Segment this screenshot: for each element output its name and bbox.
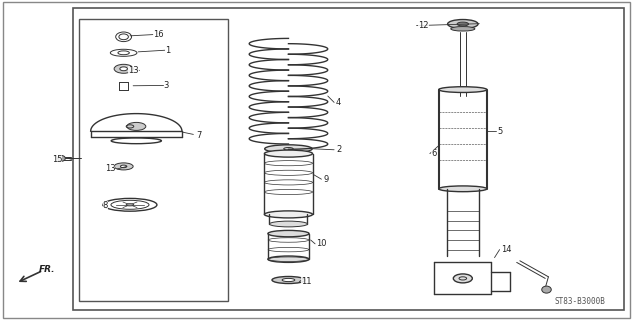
Ellipse shape	[114, 163, 133, 170]
Bar	[73, 8, 624, 310]
Ellipse shape	[268, 230, 309, 237]
Text: 4: 4	[336, 98, 341, 107]
Ellipse shape	[265, 145, 312, 153]
Ellipse shape	[58, 156, 65, 161]
Text: 11: 11	[301, 277, 312, 286]
Bar	[79, 19, 228, 301]
Text: 13: 13	[105, 164, 115, 173]
Text: 15: 15	[52, 155, 63, 164]
Ellipse shape	[264, 150, 313, 157]
Text: 6: 6	[431, 149, 436, 158]
Ellipse shape	[453, 274, 472, 283]
Ellipse shape	[457, 22, 469, 26]
Ellipse shape	[269, 221, 307, 227]
Text: 3: 3	[164, 81, 169, 90]
Text: FR.: FR.	[39, 265, 56, 274]
Ellipse shape	[439, 186, 487, 192]
Text: 9: 9	[323, 175, 328, 184]
Text: 2: 2	[336, 145, 341, 154]
Ellipse shape	[448, 20, 478, 28]
Ellipse shape	[264, 211, 313, 218]
Text: 16: 16	[153, 30, 164, 39]
Ellipse shape	[120, 165, 127, 168]
Ellipse shape	[541, 286, 552, 293]
Ellipse shape	[126, 204, 134, 206]
Ellipse shape	[127, 123, 146, 131]
Text: 12: 12	[418, 21, 429, 30]
Text: 7: 7	[197, 131, 202, 140]
Ellipse shape	[120, 67, 127, 71]
Text: 14: 14	[501, 245, 512, 254]
Ellipse shape	[114, 64, 133, 73]
Ellipse shape	[272, 276, 305, 284]
Text: ST83-B3000B: ST83-B3000B	[555, 297, 605, 306]
Text: 13: 13	[128, 66, 139, 75]
Ellipse shape	[451, 27, 475, 31]
Ellipse shape	[268, 256, 309, 262]
Text: 5: 5	[498, 127, 503, 136]
Ellipse shape	[282, 278, 295, 282]
Text: 8: 8	[103, 201, 108, 210]
Text: 10: 10	[316, 239, 327, 248]
Ellipse shape	[439, 87, 487, 92]
Text: 1: 1	[165, 46, 170, 55]
